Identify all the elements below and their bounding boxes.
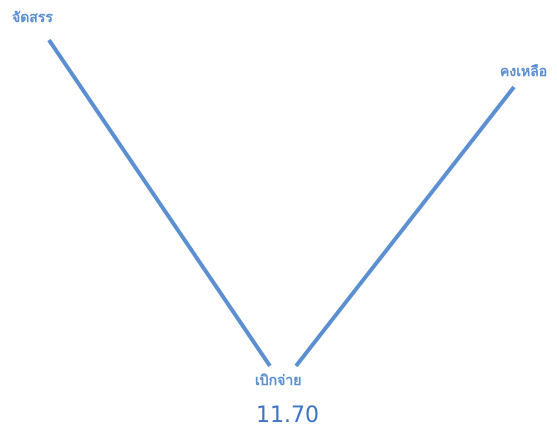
connector-remaining-to-disbursed — [294, 85, 516, 368]
disbursed-value: 11.70 — [256, 403, 319, 428]
allocated-label: จัดสรร — [12, 10, 53, 26]
disbursed-label: เบิกจ่าย — [255, 373, 302, 389]
remaining-label: คงเหลือ — [500, 64, 548, 80]
connector-allocated-to-disbursed — [47, 38, 272, 368]
